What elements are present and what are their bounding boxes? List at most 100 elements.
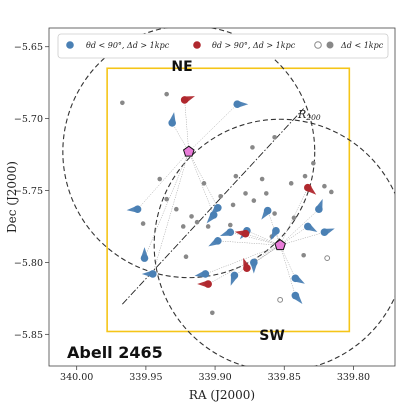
blue-galaxy-marker-head bbox=[304, 222, 312, 231]
legend-red-label: θd > 90°, Δd > 1kpc bbox=[212, 41, 296, 50]
galaxy-connector bbox=[246, 244, 281, 269]
blue-galaxy-marker bbox=[291, 291, 303, 304]
blue-galaxy-marker-head bbox=[140, 254, 149, 262]
galaxy-connector bbox=[188, 151, 214, 216]
grey-galaxy-point bbox=[194, 219, 200, 225]
blue-galaxy-marker-head bbox=[233, 100, 242, 109]
blue-galaxy-marker bbox=[250, 258, 258, 274]
x-tick-label: 340.00 bbox=[60, 372, 93, 383]
grey-galaxy-point bbox=[174, 206, 179, 212]
grey-galaxy-point bbox=[291, 215, 297, 221]
grey-galaxy-point bbox=[311, 160, 316, 166]
grey-galaxy-point bbox=[180, 224, 186, 229]
grey-galaxy-point bbox=[164, 91, 169, 97]
blue-galaxy-marker bbox=[126, 205, 142, 214]
blue-galaxy-marker-head bbox=[149, 270, 157, 278]
grey-galaxy-point bbox=[205, 224, 211, 229]
blue-galaxy-marker bbox=[141, 270, 157, 278]
red-galaxy-marker-head bbox=[243, 264, 251, 272]
legend-red-marker bbox=[193, 41, 201, 49]
galaxy-connector bbox=[279, 209, 320, 246]
y-axis-label: Dec (J2000) bbox=[5, 161, 19, 233]
grey-galaxy-point bbox=[189, 214, 194, 219]
grey-galaxy-point bbox=[120, 100, 125, 106]
blue-galaxy-marker bbox=[233, 100, 249, 109]
grey-galaxy-point bbox=[157, 176, 163, 182]
grey-galaxy-point bbox=[230, 202, 236, 208]
legend-hollow-marker bbox=[314, 41, 322, 49]
blue-galaxy-marker-head bbox=[230, 271, 239, 280]
blue-galaxy-marker bbox=[206, 211, 218, 224]
grey-galaxy-point bbox=[233, 173, 239, 179]
r200-circle-ne bbox=[62, 28, 316, 279]
legend-grey-marker bbox=[326, 41, 334, 49]
blue-galaxy-marker bbox=[315, 198, 323, 214]
y-tick-label: −5.85 bbox=[14, 330, 43, 341]
grey-galaxy-point bbox=[201, 181, 207, 186]
legend-blue-marker bbox=[66, 41, 74, 49]
legend-blue-label: θd < 90°, Δd > 1kpc bbox=[86, 41, 170, 50]
blue-galaxy-marker-head bbox=[291, 291, 300, 300]
blue-galaxy-marker-head bbox=[272, 227, 280, 235]
x-tick-label: 339.90 bbox=[198, 372, 231, 383]
red-galaxy-marker bbox=[304, 183, 317, 195]
galaxy-connector bbox=[253, 244, 281, 263]
blue-galaxy-marker-head bbox=[320, 228, 329, 237]
blue-galaxy-marker bbox=[194, 270, 210, 278]
galaxy-connector bbox=[279, 245, 296, 279]
galaxy-connector bbox=[188, 104, 238, 152]
axes-frame bbox=[48, 27, 396, 367]
grey-galaxy-point bbox=[250, 145, 255, 150]
red-galaxy-marker bbox=[180, 96, 195, 104]
blue-galaxy-marker-head bbox=[168, 119, 176, 127]
blue-galaxy-marker-head bbox=[263, 206, 272, 215]
galaxy-connector bbox=[171, 122, 190, 152]
x-tick-label: 339.85 bbox=[268, 372, 301, 383]
y-tick-label: −5.65 bbox=[14, 42, 43, 53]
blue-galaxy-marker-head bbox=[250, 258, 258, 267]
blue-galaxy-marker bbox=[219, 228, 235, 237]
blue-galaxy-marker bbox=[291, 274, 305, 284]
y-tick-label: −5.80 bbox=[14, 258, 43, 269]
blue-galaxy-marker-head bbox=[133, 205, 142, 214]
blue-galaxy-marker bbox=[261, 206, 272, 220]
x-axis-ticks: 340.00 339.95 339.90 339.85 339.80 bbox=[60, 366, 370, 383]
grey-galaxy-point bbox=[322, 183, 327, 189]
grey-galaxy-point bbox=[272, 135, 277, 140]
grey-galaxy-point bbox=[210, 310, 215, 316]
blue-galaxy-marker bbox=[320, 228, 335, 237]
galaxy-connector bbox=[280, 231, 325, 246]
galaxy-connector bbox=[152, 151, 190, 275]
grey-galaxy-point bbox=[263, 191, 269, 196]
grey-galaxy-point bbox=[140, 221, 146, 226]
red-galaxy-marker-head bbox=[304, 183, 312, 192]
x-tick-label: 339.95 bbox=[129, 372, 162, 383]
r200-circle-sw bbox=[153, 118, 395, 366]
blue-galaxy-marker-head bbox=[201, 270, 210, 278]
grey-galaxy-point bbox=[218, 193, 223, 199]
blue-galaxy-marker bbox=[168, 112, 176, 127]
grey-galaxy-point bbox=[164, 196, 169, 202]
blue-galaxy-marker-head bbox=[214, 237, 222, 245]
blue-galaxy-marker bbox=[270, 227, 280, 241]
grey-galaxy-point bbox=[228, 222, 233, 228]
cluster-name-label: Abell 2465 bbox=[67, 343, 163, 362]
r200-label: R200 bbox=[297, 108, 321, 122]
galaxy-connector bbox=[144, 151, 190, 259]
blue-galaxy-marker-head bbox=[209, 211, 218, 219]
blue-galaxy-marker-head bbox=[226, 228, 235, 237]
grey-galaxy-point bbox=[329, 189, 334, 195]
grey-galaxy-point bbox=[183, 254, 189, 259]
hollow-galaxy-point bbox=[324, 255, 331, 262]
blue-galaxy-marker bbox=[230, 271, 239, 286]
x-axis-label: RA (J2000) bbox=[189, 388, 255, 402]
red-galaxy-marker bbox=[197, 280, 212, 288]
blue-galaxy-marker bbox=[140, 247, 149, 262]
galaxy-connector bbox=[217, 240, 281, 246]
grey-galaxy-point bbox=[302, 173, 308, 179]
grey-galaxy-point bbox=[288, 181, 294, 186]
y-tick-label: −5.70 bbox=[14, 114, 43, 125]
blue-galaxy-marker bbox=[304, 222, 318, 232]
red-galaxy-marker bbox=[243, 257, 251, 272]
